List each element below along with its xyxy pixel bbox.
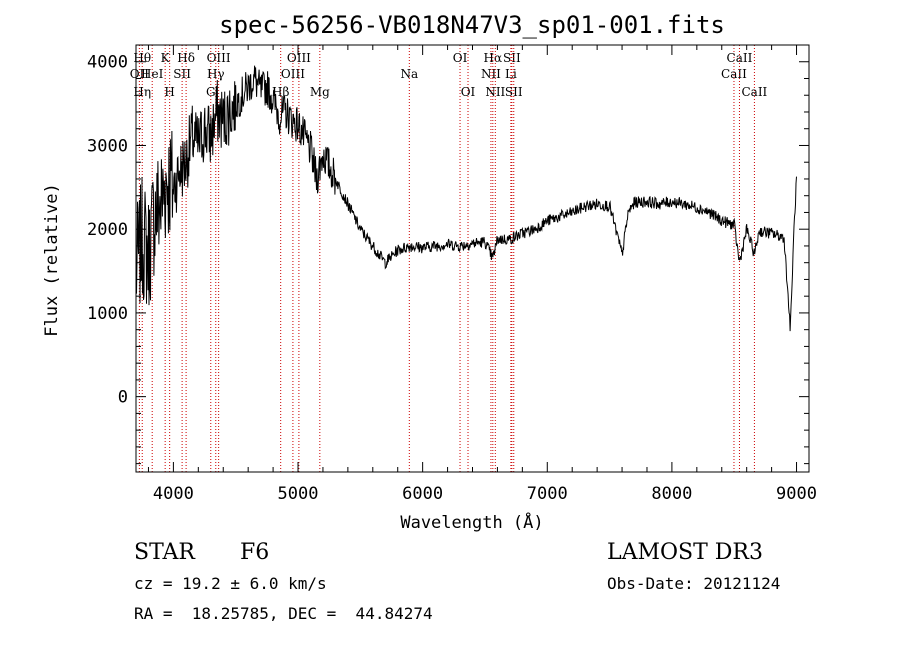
y-tick-label: 2000: [87, 220, 128, 240]
line-label: SII: [503, 51, 521, 65]
line-label: K: [161, 51, 171, 65]
line-label: OI: [453, 51, 468, 65]
line-label: SII: [505, 85, 523, 99]
line-label: NII: [481, 67, 501, 81]
line-label: HeI: [141, 67, 164, 81]
line-label: CaII: [741, 85, 767, 99]
line-label: H: [164, 85, 174, 99]
line-label: Na: [400, 67, 418, 81]
series-layer: [135, 65, 797, 332]
object-subclass: F6: [240, 540, 270, 565]
line-label: OI: [461, 85, 476, 99]
y-axis-label: Flux (relative): [42, 183, 62, 337]
line-label: Hα: [484, 51, 503, 65]
x-axis-label: Wavelength (Å): [400, 511, 543, 533]
x-tick-label: 9000: [776, 484, 817, 504]
y-tick-label: 0: [118, 388, 128, 408]
redshift-text: cz = 19.2 ± 6.0 km/s: [134, 574, 327, 593]
radec-text: RA = 18.25785, DEC = 44.84274: [134, 604, 433, 623]
line-label: OIII: [287, 51, 311, 65]
y-tick-label: 1000: [87, 304, 128, 324]
x-tick-label: 8000: [651, 484, 692, 504]
line-label: Hβ: [272, 85, 289, 99]
line-label: CaII: [727, 51, 753, 65]
tick-layer: 4000 5000 6000 7000 8000 9000 0 1000 2000 3000 400…: [87, 45, 817, 504]
line-label: G: [206, 85, 216, 99]
line-label: OII: [130, 67, 150, 81]
line-label: Mg: [310, 85, 330, 99]
line-label: Hγ: [207, 67, 225, 81]
line-label: OIII: [207, 51, 231, 65]
object-class: STAR: [134, 540, 195, 565]
x-tick-label: 5000: [278, 484, 319, 504]
line-label: Li: [505, 67, 517, 81]
line-label: SII: [173, 67, 191, 81]
x-tick-label: 6000: [402, 484, 443, 504]
survey-name: LAMOST DR3: [607, 540, 763, 565]
line-label: CaII: [721, 67, 747, 81]
y-tick-label: 4000: [87, 53, 128, 73]
x-tick-label: 7000: [527, 484, 568, 504]
chart-title: spec-56256-VB018N47V3_sp01-001.fits: [219, 11, 725, 39]
spectrum-line: [135, 65, 797, 332]
line-label: OIII: [281, 67, 305, 81]
y-tick-label: 3000: [87, 136, 128, 156]
obs-date: Obs-Date: 20121124: [607, 574, 781, 593]
x-tick-label: 4000: [153, 484, 194, 504]
line-label: Hδ: [177, 51, 195, 65]
line-label: NII: [485, 85, 505, 99]
